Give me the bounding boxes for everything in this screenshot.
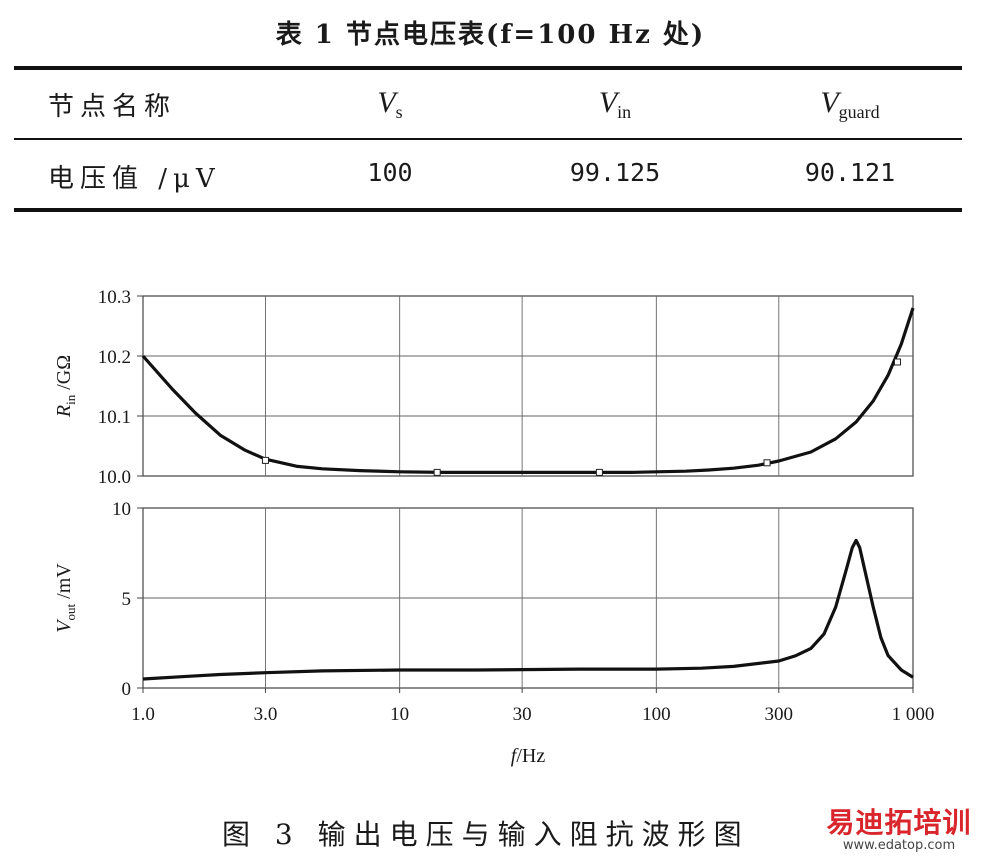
- ytick-label-0-3: 10.3: [98, 287, 131, 308]
- header-vs-symbol: V: [377, 86, 396, 119]
- xtick-label-5: 300: [765, 704, 794, 725]
- row-label-voltage: 电压值 /μV: [48, 164, 221, 194]
- xtick-label-0: 1.0: [131, 704, 155, 725]
- header-vguard: Vguard: [770, 86, 930, 123]
- marker-0-3: [763, 459, 771, 467]
- marker-0-2: [595, 468, 603, 476]
- plot-frame-0: [142, 295, 914, 477]
- watermark-url: www.edatop.com: [842, 838, 956, 853]
- marker-0-4: [893, 358, 901, 366]
- ylabel-rin: Rin /GΩ: [53, 355, 78, 418]
- ytick-label-1-0: 0: [122, 679, 132, 700]
- header-vin-symbol: V: [598, 86, 618, 119]
- xtick-label-4: 100: [642, 704, 671, 725]
- figure-caption: 图 3 输出电压与输入阻抗波形图: [222, 818, 750, 851]
- watermark: 易迪拓培训 www.edatop.com: [824, 806, 974, 854]
- xlabel: f/Hz: [511, 745, 546, 767]
- marker-0-0: [261, 456, 269, 464]
- value-vs: 100: [367, 158, 413, 187]
- ytick-label-0-0: 10.0: [98, 467, 131, 488]
- marker-0-1: [433, 468, 441, 476]
- header-vguard-sub: guard: [838, 102, 880, 122]
- series-line-1: [142, 538, 914, 681]
- value-vin: 99.125: [569, 158, 661, 187]
- header-vin-sub: in: [617, 102, 632, 122]
- ylabel-vout: Vout /mV: [53, 563, 78, 633]
- header-vguard-symbol: V: [820, 86, 839, 119]
- series-line-0: [141, 307, 915, 474]
- ytick-label-0-2: 10.2: [98, 347, 131, 368]
- watermark-logo: 易迪拓培训: [826, 806, 972, 839]
- header-vs-sub: s: [395, 102, 403, 122]
- ytick-label-1-2: 10: [112, 499, 131, 520]
- table-top-rule: [14, 66, 962, 70]
- ytick-label-1-1: 5: [122, 589, 132, 610]
- header-vin: Vin: [535, 86, 695, 123]
- header-vs: Vs: [320, 86, 460, 123]
- figure-3-charts: 10.0 10.1 10.2 10.3 0 5 10 1.0 3.0 10 30 100 300 1 00…: [53, 287, 935, 767]
- table-title: 表 1 节点电压表(f=100 Hz 处): [275, 20, 706, 50]
- xtick-label-6: 1 000: [892, 704, 935, 725]
- xtick-label-1: 3.0: [254, 704, 278, 725]
- xtick-label-2: 10: [390, 704, 409, 725]
- ytick-label-0-1: 10.1: [98, 407, 131, 428]
- table-mid-rule: [14, 138, 962, 140]
- table-bottom-rule: [14, 208, 962, 212]
- value-vguard: 90.121: [804, 158, 896, 187]
- xtick-label-3: 30: [513, 704, 532, 725]
- header-node-name: 节点名称: [48, 92, 177, 122]
